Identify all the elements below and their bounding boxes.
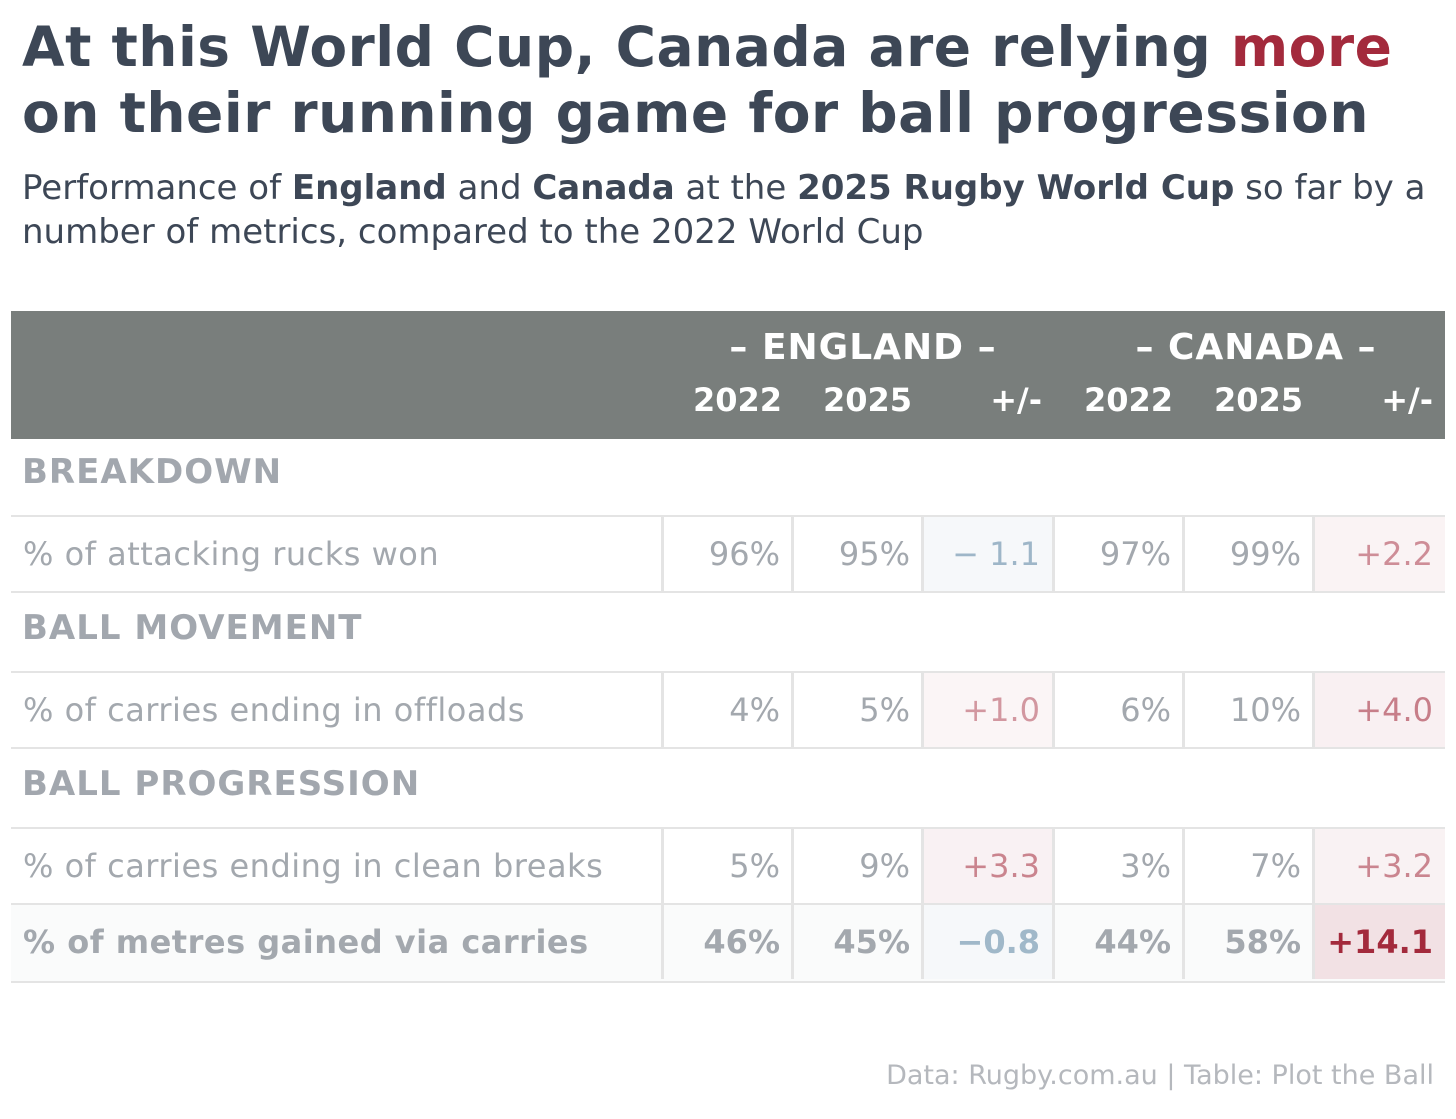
cell-canada-2025: 58% <box>1182 905 1313 979</box>
cell-canada-2022: 3% <box>1052 829 1183 903</box>
subtitle-bold: England <box>291 168 447 208</box>
cell-canada-2025: 99% <box>1182 517 1313 591</box>
footer-credit: Data: Rugby.com.au | Table: Plot the Bal… <box>886 1060 1434 1091</box>
title-highlight: more <box>1230 15 1393 79</box>
subtitle-bold: 2025 Rugby World Cup <box>797 168 1235 208</box>
col-canada-diff: +/- <box>1381 381 1433 419</box>
cell-england-2022: 96% <box>661 517 792 591</box>
cell-england-2022: 4% <box>661 673 792 747</box>
subtitle-bold: Canada <box>532 168 675 208</box>
cell-england-2025: 5% <box>791 673 922 747</box>
section-ball-movement: BALL MOVEMENT <box>22 608 363 648</box>
cell-england-2025: 95% <box>791 517 922 591</box>
cell-canada-2025: 7% <box>1182 829 1313 903</box>
group-england: – ENGLAND – <box>729 327 997 368</box>
row-label: % of metres gained via carries <box>23 923 589 961</box>
col-canada-2022: 2022 <box>1083 381 1173 419</box>
col-canada-2025: 2025 <box>1213 381 1303 419</box>
cell-canada-diff: +4.0 <box>1312 673 1445 747</box>
col-england-2025: 2025 <box>822 381 912 419</box>
table-row: % of carries ending in clean breaks 5% 9… <box>11 827 1445 905</box>
cell-england-2022: 46% <box>661 905 792 979</box>
subtitle-text: Performance of <box>22 168 292 208</box>
row-label: % of attacking rucks won <box>23 535 440 573</box>
cell-canada-2022: 6% <box>1052 673 1183 747</box>
cell-canada-diff: +2.2 <box>1312 517 1445 591</box>
table-header: – ENGLAND – – CANADA – 2022 2025 +/- 202… <box>11 311 1445 439</box>
cell-canada-2025: 10% <box>1182 673 1313 747</box>
table-row: % of attacking rucks won 96% 95% − 1.1 9… <box>11 515 1445 593</box>
cell-canada-2022: 44% <box>1052 905 1183 979</box>
section-ball-progression: BALL PROGRESSION <box>22 764 421 804</box>
chart-subtitle: Performance of England and Canada at the… <box>22 166 1442 254</box>
col-england-2022: 2022 <box>692 381 782 419</box>
cell-england-diff: − 1.1 <box>921 517 1052 591</box>
cell-england-diff: +1.0 <box>921 673 1052 747</box>
section-breakdown: BREAKDOWN <box>22 452 283 492</box>
subtitle-text: and <box>446 168 533 208</box>
cell-england-diff: −0.8 <box>921 905 1052 979</box>
cell-england-2022: 5% <box>661 829 792 903</box>
row-label: % of carries ending in clean breaks <box>23 847 604 885</box>
title-part1: At this World Cup, Canada are relying <box>22 15 1231 79</box>
table-row: % of carries ending in offloads 4% 5% +1… <box>11 671 1445 749</box>
title-part2: on their running game for ball progressi… <box>22 81 1369 145</box>
subtitle-text: so far by a number of metrics, compared … <box>22 168 1426 252</box>
cell-england-diff: +3.3 <box>921 829 1052 903</box>
chart-title: At this World Cup, Canada are relying mo… <box>22 14 1442 146</box>
cell-england-2025: 45% <box>791 905 922 979</box>
col-england-diff: +/- <box>990 381 1042 419</box>
subtitle-text: at the <box>674 168 798 208</box>
cell-canada-2022: 97% <box>1052 517 1183 591</box>
group-canada: – CANADA – <box>1135 327 1377 368</box>
table-row: % of metres gained via carries 46% 45% −… <box>11 905 1445 983</box>
cell-canada-diff: +3.2 <box>1312 829 1445 903</box>
row-label: % of carries ending in offloads <box>23 691 525 729</box>
cell-england-2025: 9% <box>791 829 922 903</box>
cell-canada-diff: +14.1 <box>1312 905 1445 979</box>
